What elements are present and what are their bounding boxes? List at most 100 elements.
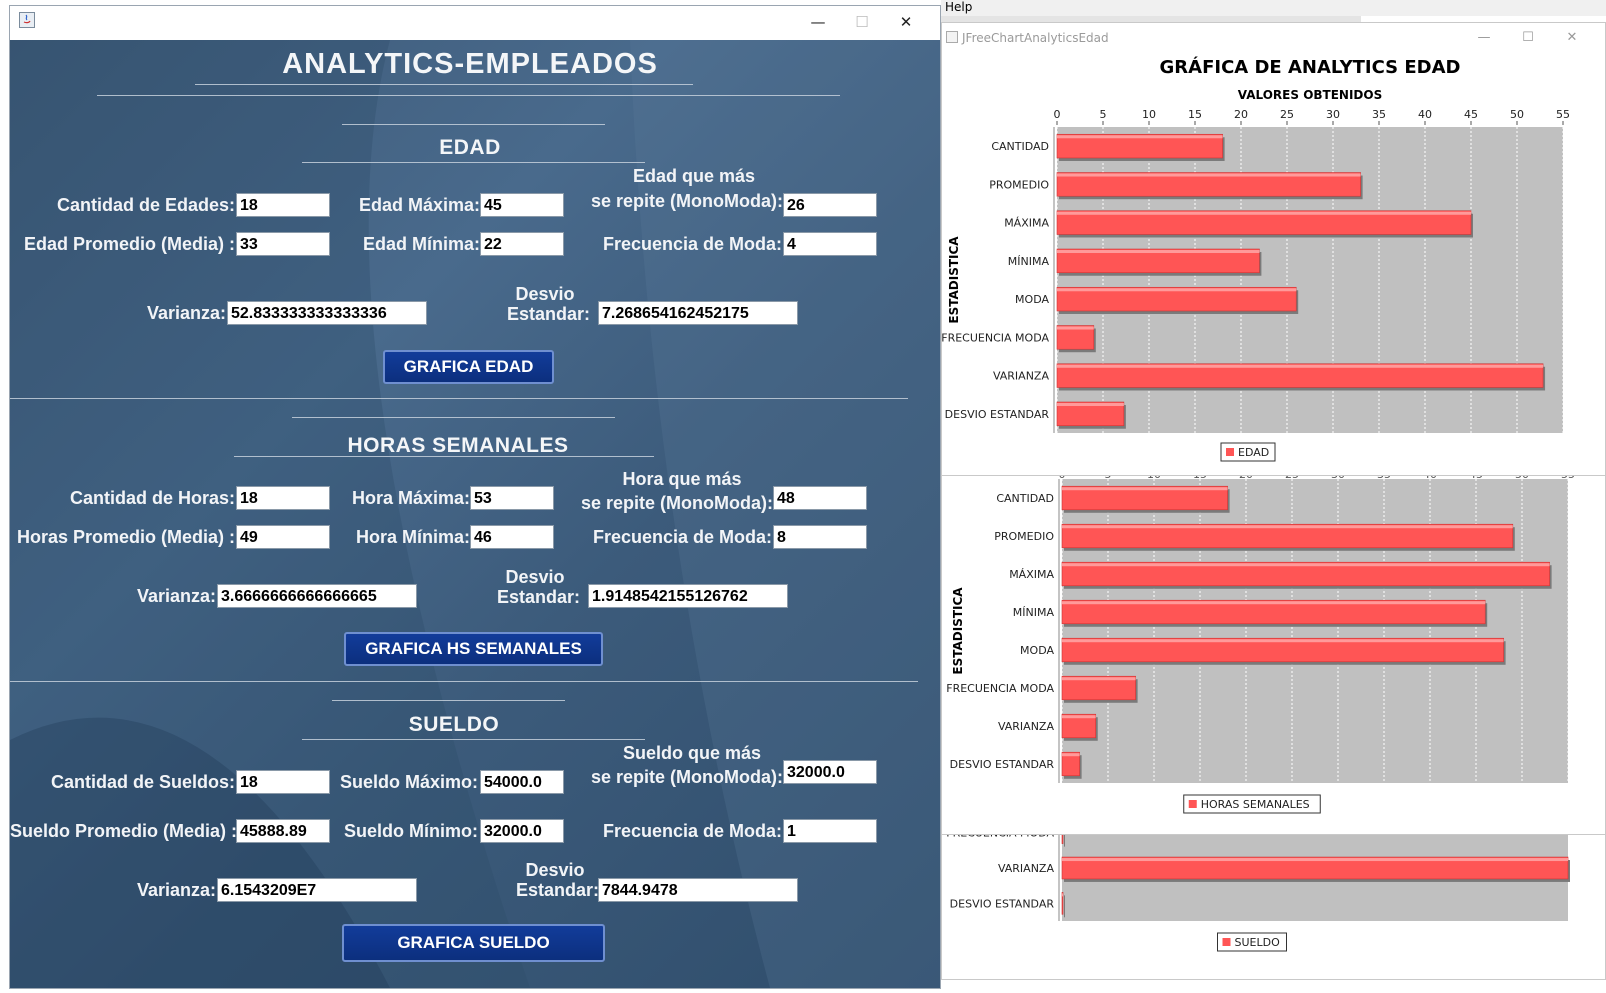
sueldo-minimo-field[interactable]: 32000.0: [480, 819, 564, 843]
bar: [1056, 133, 1223, 159]
x-tick-label: 5: [1100, 108, 1107, 121]
category-label: PROMEDIO: [994, 530, 1054, 543]
bar: [1056, 248, 1260, 274]
sueldo-maximo-label: Sueldo Máximo:: [339, 772, 478, 792]
bar-highlight: [1062, 601, 1486, 605]
sueldo-desvio-label-line2: Estandar:: [515, 880, 599, 900]
x-tick-label: 20: [1239, 471, 1253, 481]
bar-highlight: [1062, 487, 1228, 491]
grafica-sueldo-button[interactable]: GRAFICA SUELDO: [342, 924, 605, 962]
horas-cantidad-field[interactable]: 18: [236, 486, 330, 510]
sueldo-promedio-label: Sueldo Promedio (Media) :: [10, 821, 238, 841]
x-tick-label: 55: [1561, 471, 1575, 481]
horas-minima-label: Hora Mínima:: [355, 527, 470, 547]
left-maximize-button[interactable]: ☐: [855, 13, 869, 31]
legend-box: [1220, 442, 1276, 462]
bar-highlight: [1057, 135, 1223, 139]
x-tick-label: 30: [1331, 471, 1345, 481]
sueldo-top-line: [332, 700, 565, 701]
bar-shadow: [1064, 895, 1065, 918]
legend-swatch: [1222, 938, 1231, 946]
bar-highlight: [1057, 173, 1361, 177]
edad-moda-field[interactable]: 26: [783, 193, 877, 217]
edad-minima-field[interactable]: 22: [480, 232, 564, 256]
bar: [1056, 286, 1297, 312]
edad-cantidad-field[interactable]: 18: [236, 193, 330, 217]
legend-box: [1217, 932, 1287, 952]
y-axis-label: ESTADISTICA: [951, 587, 965, 675]
horas-desvio-field[interactable]: 1.9148542155126762: [588, 584, 788, 608]
horas-minima-field[interactable]: 46: [470, 525, 554, 549]
edad-desvio-field[interactable]: 7.268654162452175: [598, 301, 798, 325]
horas-maxima-label: Hora Máxima:: [351, 488, 470, 508]
horas-cantidad-label: Cantidad de Horas:: [69, 488, 235, 508]
bar-highlight: [1062, 753, 1080, 757]
sueldo-cantidad-field[interactable]: 18: [236, 770, 330, 794]
grafica-edad-button[interactable]: GRAFICA EDAD: [383, 350, 554, 384]
sueldo-frecuencia-label: Frecuencia de Moda:: [602, 821, 782, 841]
horas-promedio-field[interactable]: 49: [236, 525, 330, 549]
bar-highlight: [1062, 858, 1568, 862]
horas-maxima-field[interactable]: 53: [470, 486, 554, 510]
grafica-horas-button[interactable]: GRAFICA HS SEMANALES: [344, 632, 603, 666]
bar-highlight: [1057, 250, 1260, 254]
sueldo-minimo-label: Sueldo Mínimo:: [344, 821, 478, 841]
bar-highlight: [1057, 211, 1471, 215]
edad-moda-label-line2: se repite (MonoModa):: [591, 191, 783, 211]
chart-maximize-button[interactable]: ☐: [1522, 30, 1534, 45]
category-label: MODA: [1015, 293, 1049, 306]
category-label: DESVIO ESTANDAR: [950, 758, 1055, 771]
horas-moda-label-line2: se repite (MonoModa):: [581, 493, 773, 513]
horas-chart: ESTADISTICA CANTIDAD PROMEDIO MÁXIMA MÍNIMA M…: [946, 471, 1575, 814]
legend-label: EDAD: [1238, 446, 1269, 459]
sueldo-maximo-field[interactable]: 54000.0: [480, 770, 564, 794]
java-app-icon: [19, 12, 35, 28]
edad-varianza-label: Varianza:: [146, 303, 226, 323]
main-title: ANALYTICS-EMPLEADOS: [282, 48, 658, 80]
horas-varianza-field[interactable]: 3.6666666666666665: [217, 584, 417, 608]
legend-label: HORAS SEMANALES: [1201, 798, 1310, 811]
bar: [1061, 485, 1228, 511]
bar-highlight: [1062, 677, 1136, 681]
left-close-button[interactable]: ✕: [899, 13, 913, 31]
horas-moda-field[interactable]: 48: [773, 486, 867, 510]
sueldo-frecuencia-field[interactable]: 1: [783, 819, 877, 843]
sueldo-desvio-field[interactable]: 7844.9478: [598, 878, 798, 902]
left-minimize-button[interactable]: —: [810, 13, 826, 31]
edad-maxima-label: Edad Máxima:: [358, 195, 480, 215]
bar-highlight: [1062, 639, 1504, 643]
x-tick-label: 50: [1510, 108, 1524, 121]
horas-promedio-label: Horas Promedio (Media) :: [16, 527, 235, 547]
edad-cantidad-label: Cantidad de Edades:: [56, 195, 235, 215]
x-tick-label: 40: [1423, 471, 1437, 481]
sueldo-moda-field[interactable]: 32000.0: [783, 760, 877, 784]
bar-highlight: [1062, 715, 1096, 719]
sueldo-promedio-field[interactable]: 45888.89: [236, 819, 330, 843]
sueldo-varianza-field[interactable]: 6.1543209E7: [217, 878, 417, 902]
chart-minimize-button[interactable]: —: [1477, 30, 1491, 45]
edad-varianza-field[interactable]: 52.833333333333336: [227, 301, 427, 325]
bar: [1056, 325, 1095, 350]
edad-frecuencia-label: Frecuencia de Moda:: [602, 234, 782, 254]
bar: [1061, 751, 1080, 777]
bar-highlight: [1057, 288, 1297, 292]
edad-minima-label: Edad Mínima:: [362, 234, 480, 254]
edad-maxima-field[interactable]: 45: [480, 193, 564, 217]
sueldo-varianza-label: Varianza:: [136, 880, 216, 900]
edad-frecuencia-field[interactable]: 4: [783, 232, 877, 256]
x-tick-label: 55: [1556, 108, 1570, 121]
chart-close-button[interactable]: ✕: [1566, 30, 1578, 45]
horas-top-line: [292, 417, 615, 418]
bar: [1056, 172, 1361, 197]
edad-promedio-field[interactable]: 33: [236, 232, 330, 256]
category-label: VARIANZA: [993, 370, 1050, 383]
category-label: MÁXIMA: [1004, 217, 1049, 230]
bar-highlight: [1062, 525, 1513, 529]
chart-window-horas: ESTADISTICA CANTIDAD PROMEDIO MÁXIMA MÍNIMA M…: [941, 470, 1606, 835]
horas-frecuencia-field[interactable]: 8: [773, 525, 867, 549]
edad-desvio-label-line1: Desvio: [515, 284, 575, 304]
legend-box: [1183, 794, 1321, 814]
bar: [1061, 523, 1514, 549]
background-help-menu[interactable]: Help: [945, 0, 973, 14]
edad-chart: GRÁFICA DE ANALYTICS EDAD VALORES OBTENID…: [942, 56, 1570, 462]
